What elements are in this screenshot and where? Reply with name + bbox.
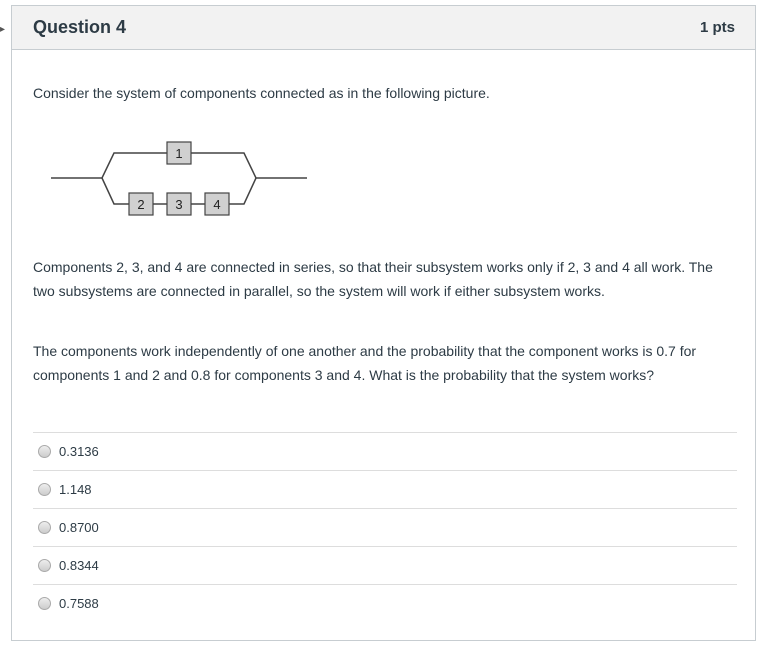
component-4 [204, 192, 230, 216]
option-label: 0.7588 [59, 596, 99, 611]
question-marker-icon: ▸ [0, 24, 6, 35]
component-label: 4 [213, 197, 220, 212]
answer-option[interactable]: 0.8344 [33, 546, 737, 584]
radio-button[interactable] [38, 597, 51, 610]
question-points: 1 pts [699, 19, 735, 36]
answer-option[interactable]: 1.148 [33, 470, 737, 508]
answer-options: 0.3136 1.148 0.8700 0.8344 0.7588 [33, 432, 737, 622]
paragraph-2: The components work independently of one… [33, 343, 697, 383]
component-3 [166, 192, 192, 216]
radio-button[interactable] [38, 483, 51, 496]
answer-option[interactable]: 0.7588 [33, 584, 737, 622]
paragraph-1: Components 2, 3, and 4 are connected in … [33, 259, 713, 299]
component-2 [128, 192, 154, 216]
option-label: 0.3136 [59, 444, 99, 459]
option-label: 1.148 [59, 482, 92, 497]
question-header: Question 4 1 pts [12, 6, 755, 50]
answer-option[interactable]: 0.3136 [33, 432, 737, 470]
radio-button[interactable] [38, 559, 51, 572]
answer-option[interactable]: 0.8700 [33, 508, 737, 546]
component-label: 2 [137, 197, 144, 212]
component-label: 3 [175, 197, 182, 212]
option-label: 0.8344 [59, 558, 99, 573]
radio-button[interactable] [38, 445, 51, 458]
radio-button[interactable] [38, 521, 51, 534]
component-1 [166, 141, 192, 165]
option-label: 0.8700 [59, 520, 99, 535]
question-title: Question 4 [33, 17, 127, 37]
intro-text: Consider the system of components connec… [33, 85, 490, 101]
component-label: 1 [175, 146, 182, 161]
question-card: Question 4 1 pts Consider the system of … [11, 5, 756, 641]
system-diagram: 1 2 3 4 [51, 141, 307, 216]
